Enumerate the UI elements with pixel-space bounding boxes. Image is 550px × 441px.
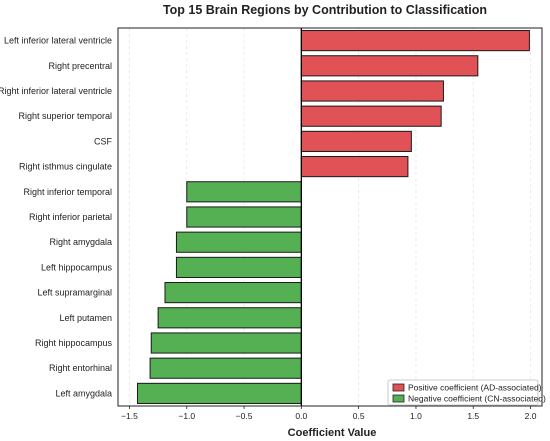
bar xyxy=(300,130,412,152)
bar xyxy=(300,105,442,127)
x-tick-label: −1.0 xyxy=(178,411,195,421)
legend-swatch-negative xyxy=(392,394,405,403)
x-tick-label: 0.0 xyxy=(295,411,307,421)
bar xyxy=(157,307,302,329)
category-label: Right hippocampus xyxy=(35,338,113,348)
legend-label-negative: Negative coefficient (CN-associated) xyxy=(408,394,546,404)
bar xyxy=(149,357,302,379)
category-label: Right superior temporal xyxy=(18,111,112,121)
category-label: Left putamen xyxy=(59,313,112,323)
category-label: Right entorhinal xyxy=(49,363,112,373)
category-label: Left hippocampus xyxy=(41,262,113,272)
legend-box xyxy=(387,379,539,406)
legend: Positive coefficient (AD-associated) Neg… xyxy=(387,379,546,406)
x-tick-label: 1.5 xyxy=(467,411,479,421)
legend-swatch-positive xyxy=(392,383,405,392)
category-label: Left inferior lateral ventricle xyxy=(4,36,112,46)
x-tick-label: 0.5 xyxy=(353,411,365,421)
x-ticks: −1.5 −1.0 −0.5 0.0 0.5 1.0 1.5 2.0 xyxy=(121,406,537,421)
bar xyxy=(136,382,302,404)
category-label: Right inferior lateral ventricle xyxy=(0,86,112,96)
category-label: Right inferior parietal xyxy=(29,212,112,222)
chart-title: Top 15 Brain Regions by Contribution to … xyxy=(163,3,487,17)
bar xyxy=(300,30,530,52)
category-label: Right isthmus cingulate xyxy=(19,162,112,172)
category-label: CSF xyxy=(94,136,113,146)
bar xyxy=(300,80,444,102)
x-axis-label: Coefficient Value xyxy=(288,427,377,439)
plot-frame xyxy=(117,27,543,407)
bar xyxy=(300,156,409,178)
bar xyxy=(150,332,302,354)
bar xyxy=(164,282,302,304)
category-label: Left amygdala xyxy=(55,388,112,398)
x-tick-label: −0.5 xyxy=(236,411,253,421)
bars xyxy=(136,30,530,404)
bar xyxy=(175,256,302,278)
bar xyxy=(175,231,302,253)
category-labels: Left inferior lateral ventricle Right pre… xyxy=(0,36,113,399)
category-label: Left supramarginal xyxy=(37,288,112,298)
bar xyxy=(186,181,302,203)
category-label: Right precentral xyxy=(48,61,112,71)
x-tick-label: 1.0 xyxy=(410,411,422,421)
bar xyxy=(186,206,302,228)
x-tick-label: −1.5 xyxy=(121,411,138,421)
bar xyxy=(300,55,479,77)
category-label: Right amygdala xyxy=(49,237,112,247)
category-label: Right inferior temporal xyxy=(23,187,112,197)
legend-label-positive: Positive coefficient (AD-associated) xyxy=(408,383,542,393)
x-tick-label: 2.0 xyxy=(525,411,537,421)
